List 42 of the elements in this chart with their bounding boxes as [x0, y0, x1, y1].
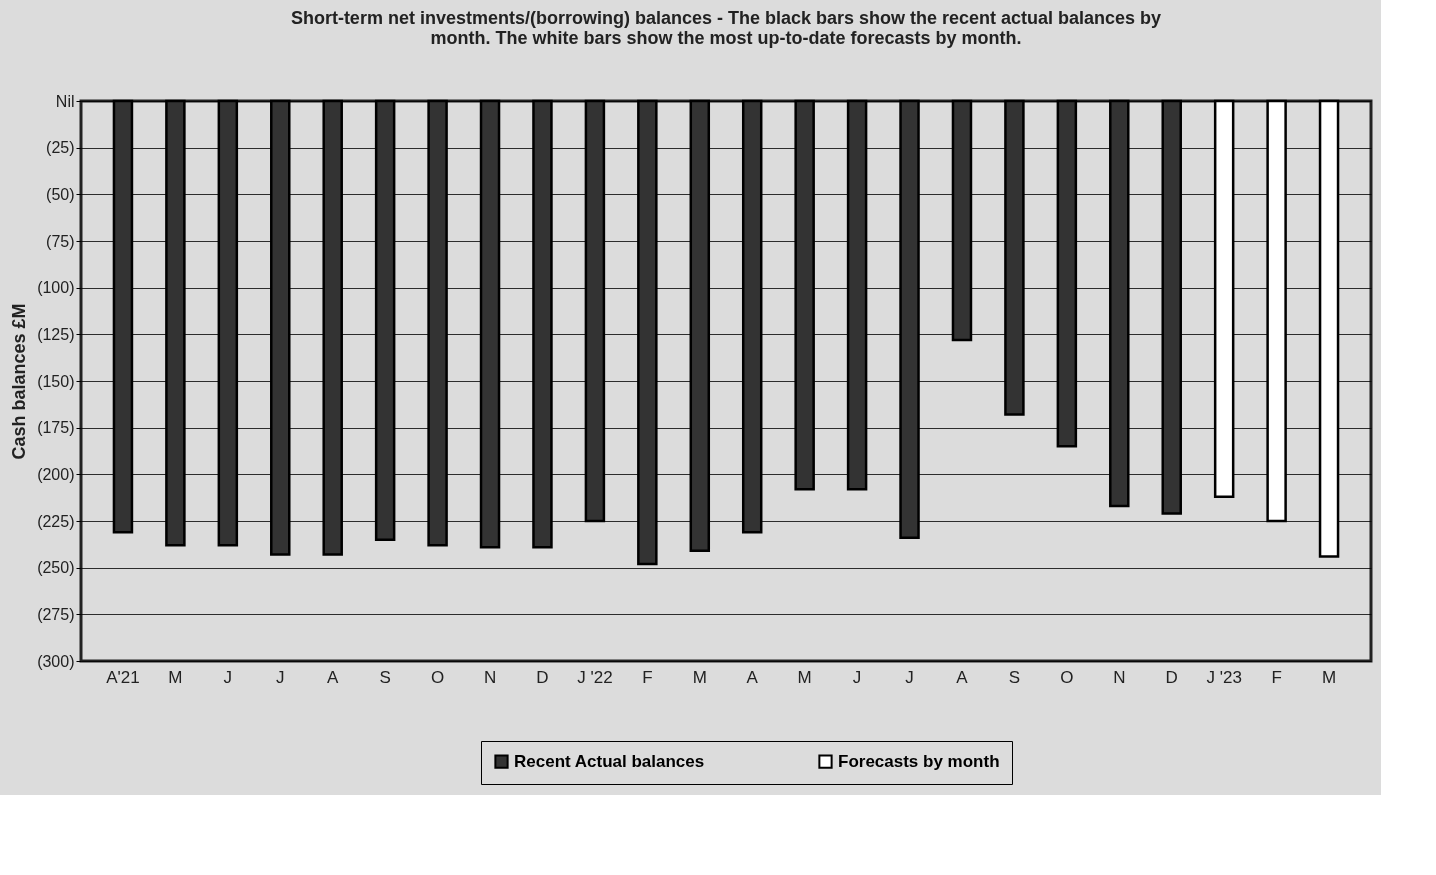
- x-tick-label: F: [1271, 667, 1282, 687]
- y-tick-label: (175): [37, 419, 75, 437]
- x-tick-label: J '23: [1206, 667, 1242, 687]
- x-tick-label: D: [1165, 667, 1178, 687]
- y-tick-label: (250): [37, 559, 75, 577]
- x-tick-label: O: [430, 667, 445, 687]
- x-tick-label: S: [379, 667, 391, 687]
- x-tick-label: J: [905, 667, 914, 687]
- legend-label: Forecasts by month: [838, 751, 1000, 771]
- x-tick-label: J '22: [577, 667, 613, 687]
- y-tick-label: (75): [46, 232, 75, 250]
- legend-label: Recent Actual balances: [514, 751, 705, 771]
- x-tick-label: M: [168, 667, 183, 687]
- x-tick-label: F: [642, 667, 653, 687]
- x-tick-label: O: [1060, 667, 1074, 687]
- x-tick-label: A: [746, 667, 759, 687]
- y-axis-title: Cash balances £M: [9, 303, 30, 460]
- x-tick-label: J: [852, 667, 862, 687]
- y-tick-label: Nil: [55, 92, 75, 110]
- x-tick-label: M: [797, 667, 812, 687]
- y-tick-label: (200): [37, 465, 75, 483]
- y-tick-label: (125): [37, 325, 75, 343]
- x-tick-label: N: [483, 667, 497, 687]
- y-tick-label: (225): [37, 512, 75, 530]
- y-tick-label: (150): [37, 372, 75, 390]
- x-tick-label: A: [956, 667, 969, 687]
- x-tick-label: A'21: [106, 667, 140, 687]
- text: month. The white bars show the most up-to-date forecasts by month.: [430, 28, 1022, 48]
- x-tick-label: M: [692, 667, 707, 687]
- x-tick-label: S: [1008, 667, 1021, 687]
- x-tick-label: M: [1321, 667, 1337, 687]
- x-tick-label: D: [536, 667, 549, 687]
- x-tick-label: J: [223, 667, 233, 687]
- y-tick-label: (300): [37, 652, 75, 670]
- x-tick-label: N: [1113, 667, 1126, 687]
- text: Short-term net investments/(borrowing) balances - The black bars show the recent actual balances by: [290, 8, 1162, 28]
- y-tick-label: (275): [37, 605, 75, 623]
- y-tick-label: (100): [37, 279, 75, 297]
- x-tick-label: A: [327, 667, 340, 687]
- y-tick-label: (25): [46, 139, 75, 157]
- y-tick-label: (50): [46, 185, 75, 203]
- x-tick-label: J: [276, 667, 285, 687]
